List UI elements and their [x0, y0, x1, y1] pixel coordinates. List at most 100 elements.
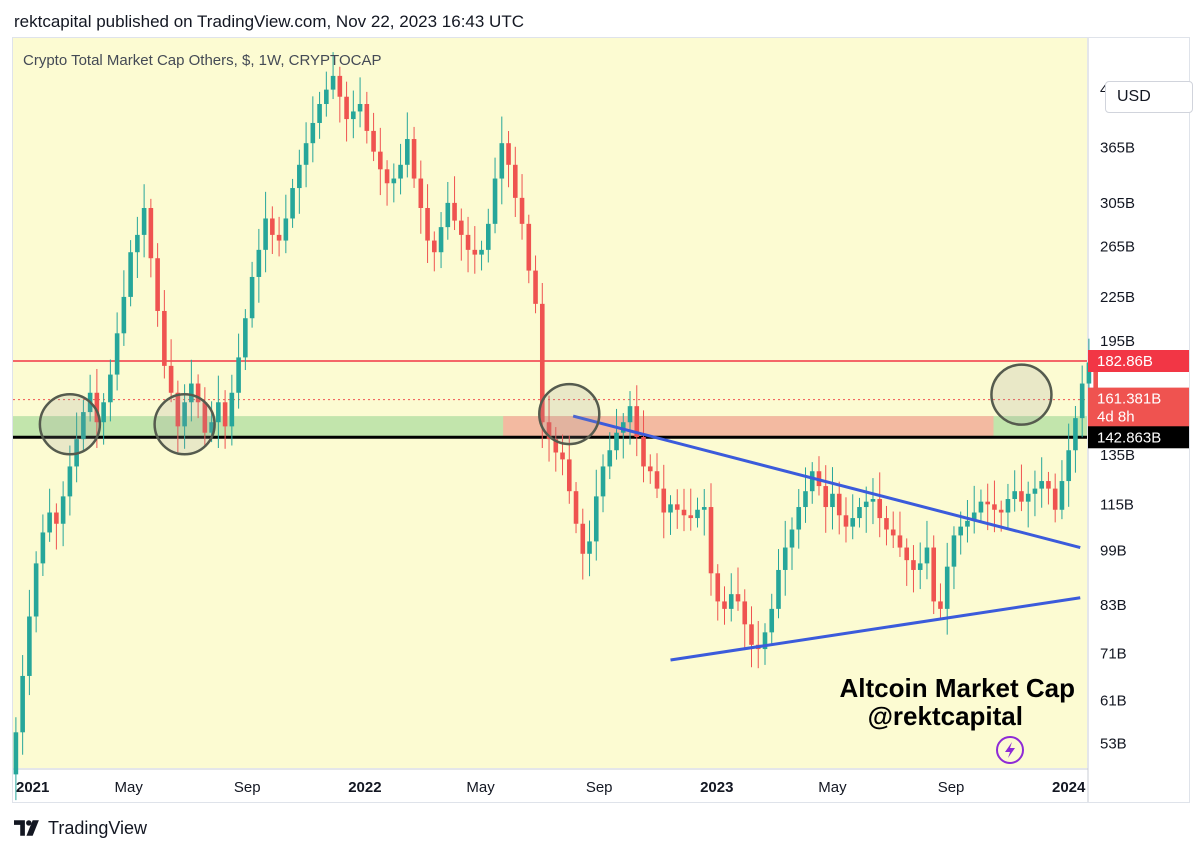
candle-body [148, 207, 154, 259]
candle-body [1032, 488, 1038, 494]
candle-body [249, 276, 255, 319]
candle-body [432, 240, 437, 253]
y-tick-label: 83B [1100, 597, 1127, 614]
candle-body [27, 616, 32, 676]
candle-body [438, 227, 444, 253]
candle-body [809, 471, 815, 492]
candle-body [911, 560, 916, 570]
candle-body [890, 529, 896, 536]
candle-body [33, 563, 39, 617]
candle-body [1012, 491, 1017, 500]
candle-body [796, 507, 802, 530]
candle-body [965, 520, 970, 527]
candle-body [20, 675, 25, 733]
price-label-countdown: 4d 8h [1097, 409, 1135, 426]
highlight-circle [153, 393, 216, 456]
candle-body [560, 452, 565, 460]
candle-body [1046, 481, 1051, 489]
lightning-bolt-icon[interactable] [996, 736, 1024, 764]
candle-body [938, 601, 943, 609]
candle-body [1039, 481, 1044, 489]
candle-body [182, 402, 187, 427]
candle-body [202, 402, 208, 433]
y-tick-label: 265B [1100, 238, 1135, 255]
candle-body [1079, 383, 1085, 419]
candle-body [735, 594, 741, 602]
candle-body [803, 491, 808, 508]
y-tick-label: 61B [1100, 692, 1127, 709]
x-tick-label: 2024 [1052, 779, 1086, 796]
candle-body [870, 499, 876, 502]
currency-button[interactable]: USD [1105, 81, 1193, 113]
candle-body [411, 139, 417, 179]
candle-body [647, 466, 653, 472]
candle-body [378, 151, 383, 170]
candle-body [776, 569, 781, 609]
highlight-circle [538, 382, 601, 446]
tradingview-logo-icon[interactable] [14, 820, 42, 836]
candle-body [40, 532, 46, 564]
candle-body [924, 547, 930, 564]
x-axis-ticks: 2021 May Sep 2022 May Sep 2023 May Sep 2024 [16, 779, 1086, 796]
candle-body [884, 518, 889, 530]
candle-body [641, 436, 646, 467]
candle-body [789, 529, 795, 548]
candle-body [371, 130, 376, 152]
candle-body [539, 303, 545, 423]
candle-body [492, 178, 498, 224]
chart-frame[interactable]: 440B365B305B265B225B195B135B115B99B83B71… [12, 37, 1193, 803]
candle-body [708, 507, 714, 574]
candle-body [479, 249, 484, 255]
candle-body [54, 512, 59, 524]
candle-body [674, 504, 680, 510]
candle-body [60, 496, 66, 524]
x-tick-label: Sep [586, 779, 613, 796]
candle-body [634, 406, 640, 437]
candle-body [351, 111, 356, 120]
candle-body [1073, 418, 1078, 451]
candles-layer [13, 52, 1098, 801]
candle-body [297, 164, 302, 189]
candle-body [749, 624, 754, 645]
x-tick-label: May [466, 779, 495, 796]
candle-body [1059, 481, 1065, 510]
candle-body [229, 392, 235, 427]
resistance-zone [503, 416, 994, 438]
footer: TradingView [14, 817, 147, 839]
candle-body [1052, 488, 1058, 510]
candle-body [81, 412, 86, 440]
candle-body [290, 188, 295, 219]
candle-body [566, 459, 572, 492]
candle-body [573, 491, 579, 524]
candle-body [155, 258, 160, 311]
candle-body [128, 252, 133, 297]
candle-body [917, 563, 923, 570]
candle-body [904, 547, 910, 561]
candle-body [310, 122, 316, 144]
price-label-text: 182.86B [1097, 353, 1153, 370]
candle-body [546, 422, 552, 440]
footer-brand[interactable]: TradingView [48, 817, 148, 838]
candle-body [47, 512, 52, 533]
candle-body [344, 96, 349, 120]
candle-body [836, 493, 842, 516]
y-tick-label: 225B [1100, 289, 1135, 306]
y-tick-label: 365B [1100, 139, 1135, 156]
candle-body [627, 406, 633, 423]
candle-body [499, 143, 505, 179]
candle-body [243, 318, 248, 358]
publish-header: rektcapital published on TradingView.com… [14, 12, 524, 31]
candle-body [600, 466, 606, 497]
chart-canvas[interactable]: 440B365B305B265B225B195B135B115B99B83B71… [13, 38, 1189, 802]
candle-body [445, 202, 451, 228]
descending-trendline [572, 414, 1081, 549]
candle-body [189, 383, 194, 403]
candle-body [276, 234, 282, 241]
circles-layer [38, 363, 1053, 456]
plot-background [13, 38, 1087, 768]
candle-body [263, 218, 268, 250]
candle-body [13, 732, 19, 775]
candle-body [452, 202, 457, 221]
candle-body [398, 164, 403, 179]
trendlines-layer [572, 414, 1081, 662]
